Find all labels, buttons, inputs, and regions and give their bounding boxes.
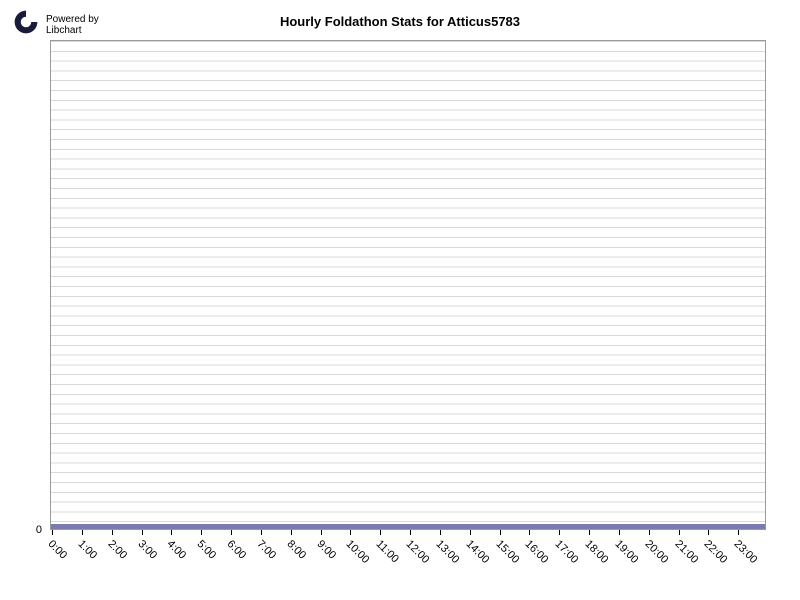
x-tick — [708, 530, 709, 535]
x-tick — [321, 530, 322, 535]
chart-title: Hourly Foldathon Stats for Atticus5783 — [0, 14, 800, 29]
x-tick — [410, 530, 411, 535]
x-tick-label: 12:00 — [404, 538, 432, 566]
x-tick — [142, 530, 143, 535]
x-tick-label: 0:00 — [46, 538, 70, 562]
x-tick-label: 2:00 — [105, 538, 129, 562]
x-tick — [52, 530, 53, 535]
x-tick — [291, 530, 292, 535]
x-tick — [470, 530, 471, 535]
x-tick — [440, 530, 441, 535]
x-tick — [171, 530, 172, 535]
x-tick — [231, 530, 232, 535]
x-tick-label: 5:00 — [195, 538, 219, 562]
plot-area — [50, 40, 766, 530]
x-tick-label: 23:00 — [732, 538, 760, 566]
x-tick-label: 19:00 — [612, 538, 640, 566]
x-tick-label: 11:00 — [374, 538, 401, 565]
x-tick-label: 1:00 — [75, 538, 99, 562]
x-tick-label: 20:00 — [642, 538, 670, 566]
x-tick-label: 6:00 — [225, 538, 249, 562]
x-tick — [201, 530, 202, 535]
x-tick — [738, 530, 739, 535]
x-tick — [380, 530, 381, 535]
x-tick — [559, 530, 560, 535]
x-tick-label: 10:00 — [344, 538, 372, 566]
y-tick-label: 0 — [0, 524, 42, 536]
x-tick — [261, 530, 262, 535]
x-tick — [350, 530, 351, 535]
x-tick-label: 13:00 — [433, 538, 461, 566]
x-tick-label: 17:00 — [553, 538, 581, 566]
x-tick-label: 18:00 — [583, 538, 611, 566]
x-tick-label: 7:00 — [254, 538, 278, 562]
x-tick — [112, 530, 113, 535]
x-tick-label: 16:00 — [523, 538, 551, 566]
x-tick — [529, 530, 530, 535]
x-tick-label: 9:00 — [314, 538, 338, 562]
x-tick — [500, 530, 501, 535]
x-tick-label: 8:00 — [284, 538, 308, 562]
x-tick — [619, 530, 620, 535]
x-tick-label: 22:00 — [702, 538, 730, 566]
x-tick-label: 4:00 — [165, 538, 189, 562]
x-tick — [649, 530, 650, 535]
data-baseline-fill — [51, 524, 765, 529]
x-tick — [82, 530, 83, 535]
chart-container: Powered by Libchart Hourly Foldathon Sta… — [0, 0, 800, 600]
x-tick-label: 15:00 — [493, 538, 521, 566]
x-tick-label: 3:00 — [135, 538, 159, 562]
x-tick-label: 21:00 — [672, 538, 700, 566]
x-tick — [679, 530, 680, 535]
x-tick — [589, 530, 590, 535]
x-tick-label: 14:00 — [463, 538, 491, 566]
